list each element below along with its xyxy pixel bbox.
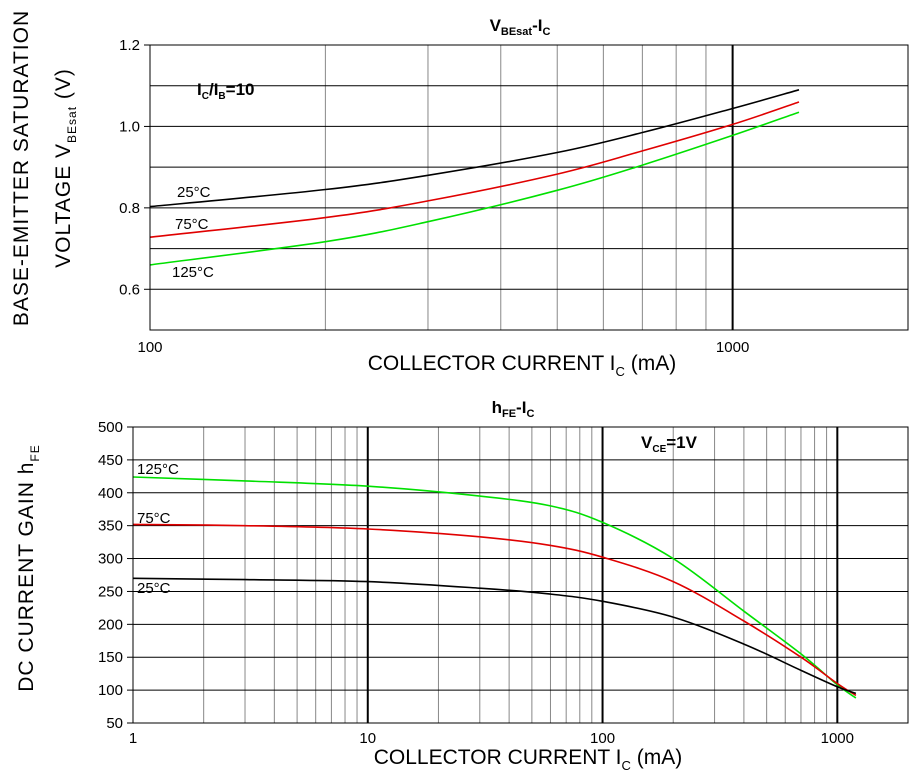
vbesat-curves [149,89,800,266]
hfe-y-tick-label: 50 [106,715,123,732]
hfe-y-tick-label: 150 [98,649,123,666]
vbesat-y-axis-title-line2: VOLTAGE VBEsat (V) [52,68,79,268]
vbesat-legend-25c: 25°C [177,184,211,201]
hfe-curve-25c [132,577,857,695]
hfe-x-tick-label: 1 [129,730,137,747]
hfe-x-tick-label: 10 [359,730,376,747]
hfe-y-tick-label: 300 [98,551,123,568]
hfe-y-tick-label: 500 [98,419,123,436]
hfe-y-tick-label: 350 [98,518,123,535]
hfe-y-tick-label: 100 [98,682,123,699]
hfe-condition-label: VCE=1V [641,433,698,455]
hfe-axis-ticks: 1 10 100 1000 50 100 150 200 250 300 350 400 450 500 [98,419,854,747]
vbesat-legend-125c: 125°C [172,264,214,281]
vbesat-grid [150,45,908,330]
hfe-chart: 1 10 100 100050100150200250300350400450500 … [15,398,909,773]
vbesat-y-tick-label: 0.6 [119,281,140,298]
hfe-y-tick-label: 200 [98,616,123,633]
hfe-y-tick-label: 450 [98,452,123,469]
hfe-x-tick-label: 100 [590,730,615,747]
vbesat-y-axis-title-line1: BASE-EMITTER SATURATION [10,10,33,326]
vbesat-curve-125c [149,111,800,266]
vbesat-y-tick-label: 1.2 [119,37,140,54]
vbesat-axis-ticks: 100 1000 0.6 0.8 1.0 1.2 [119,37,749,356]
hfe-curve-125c [132,476,857,699]
hfe-y-tick-label: 400 [98,485,123,502]
vbesat-curve-75c [149,101,800,238]
vbesat-chart-title: VBEsat-IC [490,16,551,38]
hfe-y-tick-label: 250 [98,583,123,600]
vbesat-x-axis-title: COLLECTOR CURRENT IC (mA) [368,352,676,379]
hfe-x-tick-label: 1000 [821,730,854,747]
vbesat-x-tick-label: 1000 [716,339,749,356]
vbesat-y-tick-label: 0.8 [119,200,140,217]
hfe-legend-25c: 25°C [137,580,171,597]
hfe-x-axis-title: COLLECTOR CURRENT IC (mA) [374,746,682,773]
vbesat-condition-label: IC/IB=10 [197,80,255,102]
vbesat-plot-frame [149,44,909,331]
vbesat-x-tick-label: 100 [137,339,162,356]
vbesat-y-tick-label: 1.0 [119,118,140,135]
vbesat-legend-75c: 75°C [175,216,209,233]
vbesat-chart: 100 1000 0.6 0.8 1.0 1.2 VBEsat-IC IC/IB=10 C… [10,10,909,379]
vbesat-curve-25c [149,89,800,208]
hfe-curves [132,476,857,699]
hfe-legend-125c: 125°C [137,461,179,478]
hfe-grid [133,427,908,723]
hfe-legend-75c: 75°C [137,510,171,527]
hfe-plot-frame [132,426,909,724]
hfe-chart-title: hFE-IC [492,398,535,420]
hfe-y-axis-title: DC CURRENT GAIN hFE [15,444,42,691]
hfe-curve-75c [132,523,857,697]
